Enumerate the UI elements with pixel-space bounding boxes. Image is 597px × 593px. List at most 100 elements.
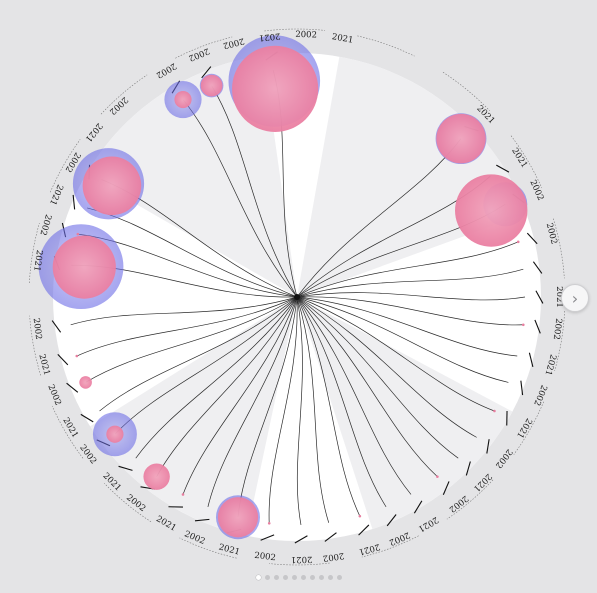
rim-tick <box>57 354 69 366</box>
year-label: 2002 <box>31 318 44 341</box>
year-label: 2002 <box>37 213 53 237</box>
branch-line <box>296 296 330 523</box>
bracket-arc <box>361 535 419 558</box>
page-dot[interactable] <box>327 575 333 580</box>
bubble-dot <box>76 232 80 236</box>
rim-tick <box>535 290 544 304</box>
rim-tick <box>526 232 538 245</box>
branch-line <box>207 296 298 507</box>
bubble-dot <box>181 493 185 496</box>
bracket-arc <box>553 218 565 279</box>
year-label: 2021 <box>509 146 529 170</box>
bubble-2021 <box>79 376 92 389</box>
year-label: 2002 <box>107 94 130 116</box>
year-label: 2021 <box>291 554 313 564</box>
bracket-arc <box>510 135 543 189</box>
bubble-2021 <box>174 90 192 109</box>
bracket-arc <box>51 405 84 459</box>
next-slide-button[interactable]: › <box>561 284 589 312</box>
page-dot[interactable] <box>282 575 288 580</box>
branch-line <box>85 296 298 383</box>
page-dot[interactable] <box>255 575 261 580</box>
bracket-arc <box>513 401 544 455</box>
branch-line <box>296 296 412 495</box>
rim-tick <box>194 518 210 522</box>
bubble-2021 <box>200 74 223 97</box>
year-label: 2021 <box>542 353 557 376</box>
branch-line <box>237 296 298 518</box>
year-label: 2002 <box>493 447 514 470</box>
branch-line <box>296 296 387 508</box>
branch-line <box>114 296 298 435</box>
year-label: 2021 <box>217 542 240 557</box>
bracket-arc <box>268 562 330 566</box>
rim-tick <box>532 261 543 274</box>
branch-line <box>296 292 526 301</box>
branch-line <box>296 296 495 412</box>
rim-tick <box>528 352 534 367</box>
page-dot[interactable] <box>264 575 270 580</box>
rim-tick <box>66 382 79 393</box>
year-label: 2002 <box>527 179 545 203</box>
branch-line <box>296 296 477 438</box>
page-dot[interactable] <box>300 575 306 580</box>
rim-tick <box>386 514 397 527</box>
carousel-pagination <box>0 575 597 583</box>
year-label: 2002 <box>254 551 277 564</box>
branch-line <box>182 296 298 495</box>
bubble-dot <box>522 323 525 327</box>
year-label: 2002 <box>322 550 345 563</box>
page-dot[interactable] <box>273 575 279 580</box>
rim-tick <box>294 535 308 544</box>
page-dot[interactable] <box>318 575 324 580</box>
year-label: 2021 <box>47 183 65 207</box>
rim-tick <box>465 461 471 476</box>
branch-line <box>296 296 459 459</box>
rim-tick <box>358 524 370 536</box>
branch-line <box>156 296 298 477</box>
rim-tick <box>442 481 450 495</box>
year-label: 2021 <box>101 471 123 493</box>
branch-line <box>268 296 298 524</box>
rim-tick <box>413 500 423 514</box>
year-label: 2002 <box>45 383 62 407</box>
branch-line <box>296 241 519 298</box>
year-label: 2002 <box>183 529 207 547</box>
branch-line <box>296 296 509 383</box>
page-dot[interactable] <box>309 575 315 580</box>
chevron-right-icon: › <box>571 288 579 308</box>
bracket-arc <box>50 139 81 193</box>
bracket-arc <box>179 537 237 559</box>
rim-tick <box>534 319 541 334</box>
rim-tick <box>324 532 337 542</box>
page-dot[interactable] <box>336 575 342 580</box>
shaded-sector <box>297 56 527 297</box>
branch-line <box>296 296 438 477</box>
year-label: 2021 <box>154 514 178 533</box>
branch-line <box>296 296 303 526</box>
branch-line <box>296 296 524 326</box>
rim-tick <box>486 439 490 454</box>
year-label: 2021 <box>514 416 533 440</box>
bracket-arc <box>357 35 415 57</box>
rim-tick <box>496 164 510 173</box>
bracket-arc <box>175 36 233 59</box>
bubble-dot <box>436 475 439 478</box>
year-label: 2021 <box>258 30 281 42</box>
year-label: 2021 <box>31 249 44 272</box>
bracket-arc <box>554 311 565 371</box>
bubble-2021 <box>217 497 259 538</box>
page-dot[interactable] <box>291 575 297 580</box>
bubble-2021 <box>455 174 528 247</box>
bracket-arc <box>29 315 41 376</box>
year-label: 2002 <box>544 222 559 245</box>
year-label: 2021 <box>83 121 104 144</box>
year-label: 2002 <box>295 30 317 41</box>
bubble-dot <box>516 240 520 244</box>
bubble-dot <box>267 522 271 525</box>
year-label: 2002 <box>531 383 548 407</box>
branch-line <box>296 296 361 517</box>
shaded-sector <box>297 297 513 530</box>
year-label: 2021 <box>357 541 381 557</box>
rim-tick <box>51 320 62 333</box>
